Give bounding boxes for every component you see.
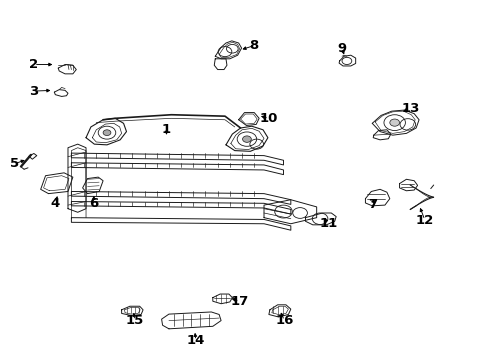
Text: 10: 10 [259,112,278,125]
Polygon shape [71,192,290,204]
Polygon shape [71,153,283,165]
Polygon shape [214,59,226,69]
Text: 17: 17 [230,295,248,308]
Polygon shape [54,90,68,96]
Polygon shape [372,130,390,140]
Polygon shape [82,177,103,194]
Text: 1: 1 [162,123,171,136]
Text: 4: 4 [51,197,60,210]
Polygon shape [43,176,69,191]
Text: 9: 9 [337,41,346,54]
Polygon shape [96,118,234,127]
Polygon shape [371,110,418,135]
Polygon shape [71,163,283,175]
Text: 13: 13 [400,102,419,115]
Text: 7: 7 [367,198,376,211]
Text: 15: 15 [125,314,143,327]
Circle shape [389,119,399,126]
Polygon shape [58,64,76,74]
Polygon shape [399,179,417,191]
Text: 14: 14 [186,334,204,347]
Polygon shape [41,173,73,194]
Text: 5: 5 [10,157,19,170]
Polygon shape [230,129,264,149]
Text: 12: 12 [415,214,433,227]
Polygon shape [68,144,86,212]
Polygon shape [161,312,221,329]
Polygon shape [215,41,241,59]
Polygon shape [29,153,37,159]
Polygon shape [238,113,259,126]
Polygon shape [86,118,126,145]
Circle shape [242,136,251,142]
Polygon shape [271,306,288,315]
Polygon shape [338,55,355,66]
Polygon shape [92,123,122,143]
Text: 6: 6 [88,197,98,210]
Polygon shape [268,305,290,317]
Text: 16: 16 [275,314,293,327]
Polygon shape [225,126,267,151]
Polygon shape [122,306,143,316]
Polygon shape [103,115,240,128]
Text: 2: 2 [29,58,39,71]
Circle shape [103,130,111,135]
Polygon shape [219,42,239,57]
Text: 11: 11 [319,217,337,230]
Polygon shape [212,294,232,304]
Polygon shape [264,200,316,224]
Text: 8: 8 [249,39,258,52]
Polygon shape [305,213,335,225]
Text: 3: 3 [29,85,39,98]
Polygon shape [71,202,290,214]
Polygon shape [365,189,389,206]
Polygon shape [374,111,414,134]
Polygon shape [240,114,257,124]
Polygon shape [124,307,140,314]
Polygon shape [71,218,290,230]
